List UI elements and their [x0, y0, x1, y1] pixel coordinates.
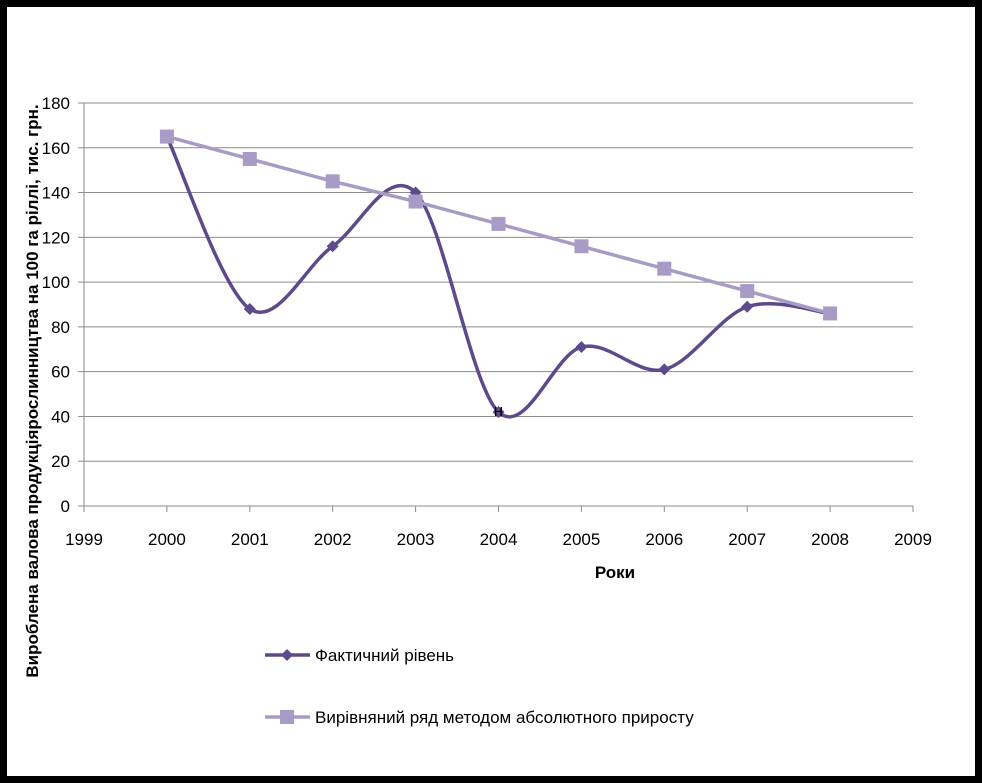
data-point [242, 151, 257, 166]
x-tick-label: 2007 [728, 530, 766, 549]
legend: Фактичний рівень Вирівняний ряд методом а… [265, 646, 694, 727]
series-actual [160, 130, 837, 419]
annotation-label: н [494, 401, 503, 420]
x-tick-label: 2008 [811, 530, 849, 549]
x-tick-label: 2006 [645, 530, 683, 549]
y-tick-label: 0 [61, 497, 70, 516]
legend-item: Вирівняний ряд методом абсолютного приро… [265, 708, 694, 727]
data-point [657, 261, 672, 276]
y-tick-label: 80 [51, 318, 70, 337]
y-tick-label: 60 [51, 363, 70, 382]
data-point [575, 341, 588, 354]
x-tick-label: 2002 [314, 530, 352, 549]
tick-labels: 0 20 40 60 80 100 120 140 160 180 1999 2000 2001 2002… [42, 94, 932, 549]
y-tick-label: 180 [42, 94, 70, 113]
axes [78, 102, 914, 512]
x-tick-label: 2009 [894, 530, 932, 549]
series-fitted [159, 129, 838, 321]
legend-swatch-marker [280, 710, 294, 724]
series [159, 129, 838, 419]
chart-area: 0 20 40 60 80 100 120 140 160 180 1999 2000 2001 2002… [7, 7, 975, 776]
legend-label: Фактичний рівень [315, 646, 454, 665]
y-axis-title: Вироблена валова продукціярослинництва н… [23, 104, 42, 677]
line-chart: 0 20 40 60 80 100 120 140 160 180 1999 2000 2001 2002… [23, 94, 932, 727]
x-tick-label: 2001 [231, 530, 269, 549]
data-point [823, 306, 838, 321]
data-point [243, 302, 256, 315]
legend-label: Вирівняний ряд методом абсолютного приро… [315, 708, 694, 727]
x-tick-label: 2005 [562, 530, 600, 549]
x-tick-label: 1999 [65, 530, 103, 549]
y-tick-label: 160 [42, 139, 70, 158]
data-point [326, 240, 339, 253]
x-tick-label: 2003 [397, 530, 435, 549]
annotations: н [494, 401, 503, 420]
data-point [574, 239, 589, 254]
series-line [165, 135, 831, 419]
y-tick-label: 120 [42, 228, 70, 247]
y-tick-label: 40 [51, 407, 70, 426]
legend-item: Фактичний рівень [265, 646, 454, 665]
data-point [491, 216, 506, 231]
y-tick-label: 140 [42, 184, 70, 203]
x-axis-title: Роки [595, 563, 635, 582]
data-point [492, 405, 505, 418]
data-point [740, 284, 755, 299]
data-point [159, 129, 174, 144]
x-tick-label: 2004 [480, 530, 518, 549]
y-tick-label: 20 [51, 452, 70, 471]
data-point [408, 194, 423, 209]
x-tick-label: 2000 [148, 530, 186, 549]
data-point [741, 300, 754, 313]
data-point [658, 363, 671, 376]
y-tick-label: 100 [42, 273, 70, 292]
legend-swatch-marker [281, 649, 293, 661]
data-point [325, 174, 340, 189]
gridlines [84, 102, 913, 507]
